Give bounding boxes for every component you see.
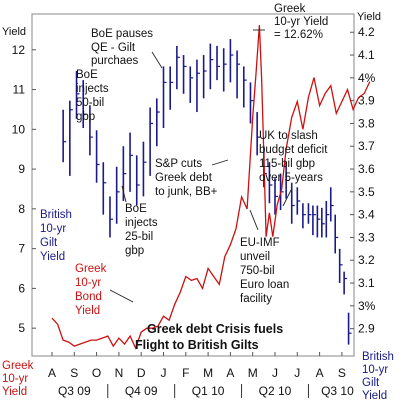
month-label: J [294,366,300,380]
annotation-sp-cuts: S&P cuts Greek debt to junk, BB+ [155,158,218,198]
right-tick-label: 4.1 [358,48,375,62]
x-axis-quarters: Q3 09 Q4 09 Q1 10 Q2 10 Q3 10 [58,384,354,398]
pointer-boe-pauses [151,51,163,69]
annotation-pointers [109,29,292,303]
right-axis-title: Yield [357,11,381,23]
right-axis-ticks: 2.9 3% 3.1 3.2 3.3 3.4 3.5 3.6 3.7 3.8 3.9 4% 4.1 4.2 [350,25,376,336]
right-tick-label: 3.9 [358,94,375,108]
pointer-eu-imf [249,209,259,231]
quarter-label: Q4 09 [125,384,158,398]
month-label: S [70,366,78,380]
gilt-yield-bars [62,39,352,345]
right-tick-label: 4% [358,71,376,85]
quarter-label: Q3 10 [321,384,354,398]
left-tick-label: 7 [18,242,25,256]
month-label: O [92,366,101,380]
right-tick-label: 3.7 [358,139,375,153]
right-tick-label: 4.2 [358,25,375,39]
annotation-eu-imf: EU-IMF unveil 750-bil Euro loan facility [240,237,292,305]
right-tick-label: 3.8 [358,116,375,130]
left-tick-label: 10 [12,122,26,136]
pointer-sp-cuts [211,159,229,166]
left-tick-label: 12 [12,43,26,57]
left-tick-label: 6 [18,281,25,295]
annotation-uk-slash: UK to slash budget deficit 115-bil gbp o… [259,130,331,184]
legend-left-greek: Greek 10-yr Yield [2,360,37,398]
right-tick-label: 3.4 [358,208,375,222]
pointer-greek-label [109,289,134,303]
pointer-boe-25 [121,185,127,203]
month-label: S [338,366,346,380]
month-label: M [248,366,258,380]
annotation-boe-injects-50: BoE injects 50-bil gbp [76,69,112,123]
series-label-greek: Greek 10-yr Bond Yield [75,263,110,317]
right-tick-label: 2.9 [358,322,375,336]
series-label-british: British 10-yr Gilt Yield [40,209,75,263]
right-tick-label: 3.1 [358,276,375,290]
quarter-label: Q3 09 [58,384,91,398]
left-tick-label: 8 [18,202,25,216]
month-label: A [226,366,234,380]
annotation-boe-injects-25: BoE injects 25-bil gbp [125,203,161,257]
month-label: J [161,366,167,380]
annotation-greek-peak: Greek 10-yr Yield = 12.62% [274,3,332,41]
right-tick-label: 3.5 [358,185,375,199]
left-axis-ticks: 5 6 7 8 9 10 11 12 [12,43,36,335]
left-axis-title: Yield [2,26,26,38]
month-label: A [48,366,56,380]
chart-title: Greek debt Crisis fuels Flight to Britis… [135,322,287,352]
left-tick-label: 11 [13,83,26,97]
month-label: M [203,366,213,380]
annotation-boe-pauses: BoE pauses QE - Gilt purchaes [91,28,156,67]
right-tick-label: 3.2 [358,253,375,267]
right-tick-label: 3.3 [358,230,375,244]
month-label: A [316,366,324,380]
month-label: F [182,366,189,380]
left-tick-label: 9 [18,162,25,176]
right-tick-label: 3.6 [358,162,375,176]
quarter-label: Q2 10 [259,384,292,398]
right-tick-label: 3% [358,299,376,313]
month-label: D [137,366,146,380]
plot-frame [31,13,355,357]
left-tick-label: 5 [18,321,25,335]
quarter-label: Q1 10 [192,384,225,398]
month-label: J [272,366,278,380]
pointer-uk-slash [282,189,292,207]
greek-yield-line [51,25,371,350]
legend-right-british: British 10-yr Gilt Yield [362,351,397,402]
month-label: N [115,366,124,380]
